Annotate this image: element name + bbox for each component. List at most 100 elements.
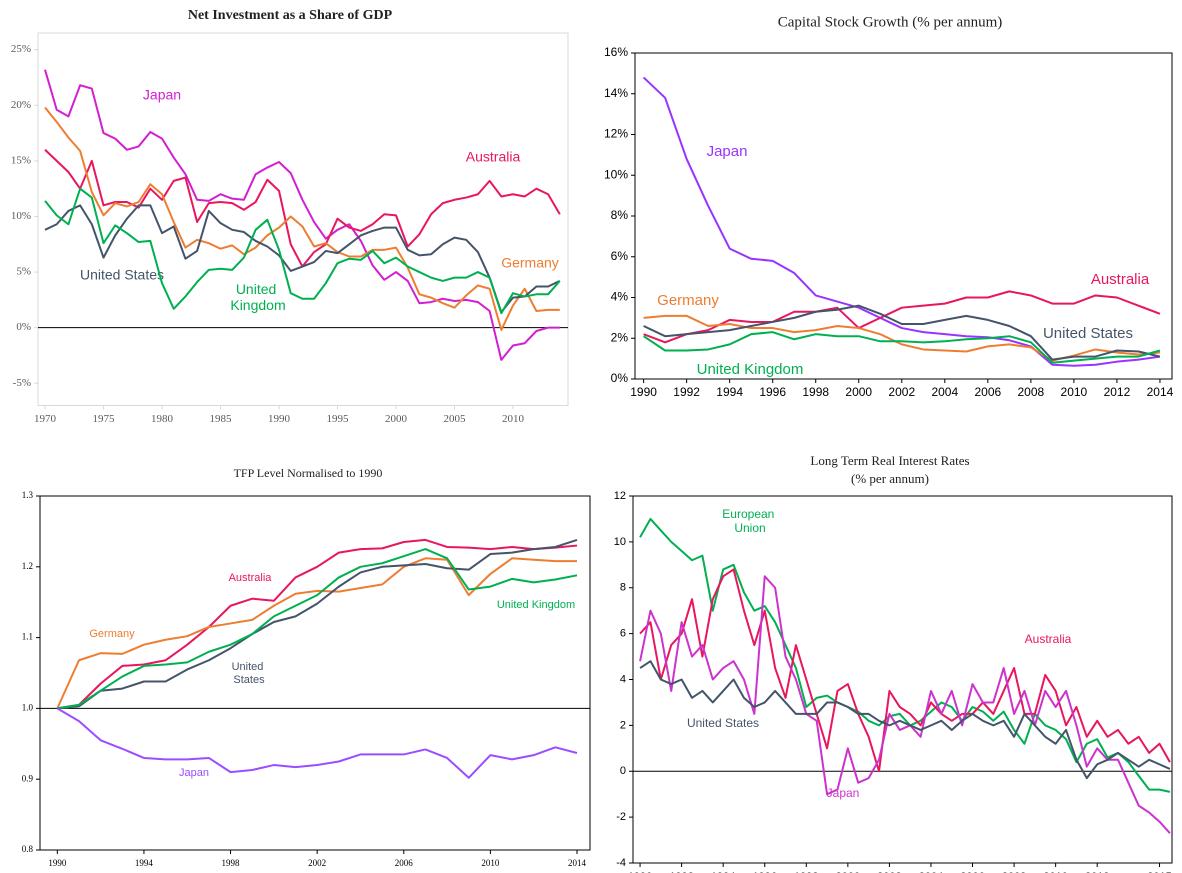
chart-title: Long Term Real Interest Rates bbox=[810, 453, 969, 468]
series-line bbox=[57, 538, 578, 710]
series-line bbox=[57, 538, 578, 710]
plot-frame bbox=[39, 495, 591, 851]
x-tick-label: 2014 bbox=[568, 858, 587, 868]
x-tick-label: 1990 bbox=[628, 871, 652, 873]
series-label-line: European bbox=[722, 507, 777, 521]
y-tick-label: 0.8 bbox=[22, 844, 34, 854]
x-tick-label: 2008 bbox=[1002, 871, 1026, 873]
series-line bbox=[639, 517, 1171, 793]
chart-title: Net Investment as a Share of GDP bbox=[188, 8, 393, 23]
y-tick-label: 1.3 bbox=[22, 490, 34, 500]
series-line bbox=[57, 548, 578, 710]
x-tick-label: 1990 bbox=[268, 413, 291, 425]
y-tick-label: 25% bbox=[11, 43, 31, 55]
y-tick-label: 10% bbox=[11, 210, 31, 222]
plot-frame bbox=[37, 32, 569, 406]
series-label: Japan bbox=[143, 87, 181, 103]
x-tick-label: 2002 bbox=[308, 858, 326, 868]
x-tick-label: 2004 bbox=[919, 871, 943, 873]
y-tick-label: 10 bbox=[614, 536, 626, 548]
x-tick-label: 1985 bbox=[210, 413, 233, 425]
y-tick-label: 12 bbox=[614, 490, 626, 502]
series-label: United States bbox=[232, 661, 267, 686]
y-tick-label: 2 bbox=[620, 719, 626, 731]
panel: Capital Stock Growth (% per annum) 0% 2% 4%… bbox=[604, 14, 1174, 399]
chart-title: TFP Level Normalised to 1990 bbox=[234, 466, 383, 480]
x-tick-label: 1992 bbox=[669, 871, 693, 873]
x-tick-label: 2002 bbox=[877, 871, 901, 873]
x-tick-label: 2004 bbox=[931, 385, 958, 399]
y-tick-label: 20% bbox=[11, 99, 31, 111]
series-label: Australia bbox=[466, 149, 521, 165]
x-tick-label: 1998 bbox=[222, 858, 241, 868]
series-line bbox=[56, 707, 578, 779]
x-tick-label: 1975 bbox=[93, 413, 116, 425]
series-label: United Kingdom bbox=[697, 361, 804, 378]
x-tick-label: 2002 bbox=[888, 385, 915, 399]
x-tick-label: 2005 bbox=[444, 413, 467, 425]
series-label: Australia bbox=[229, 572, 273, 584]
series-line bbox=[643, 314, 1161, 362]
x-tick-label: 2006 bbox=[960, 871, 984, 873]
series-line bbox=[44, 149, 561, 268]
series-label: Australia bbox=[1025, 632, 1072, 646]
series-label: United Kingdom bbox=[230, 281, 285, 313]
y-tick-label: 5% bbox=[16, 266, 31, 278]
y-tick-label: 6% bbox=[611, 249, 629, 263]
y-tick-label: 0% bbox=[16, 321, 31, 333]
x-tick-label: 2008 bbox=[1018, 385, 1045, 399]
series-label: United States bbox=[1043, 325, 1133, 342]
y-tick-label: -5% bbox=[13, 377, 31, 389]
x-tick-label: 1994 bbox=[716, 385, 743, 399]
series-label: Japan bbox=[707, 143, 748, 160]
x-tick-label: 2000 bbox=[385, 413, 408, 425]
x-tick-label: 1996 bbox=[752, 871, 776, 873]
x-tick-label: 2006 bbox=[395, 858, 414, 868]
x-tick-label: 1994 bbox=[135, 858, 154, 868]
x-tick-label: 2010 bbox=[502, 413, 525, 425]
series-line bbox=[643, 290, 1161, 344]
x-tick-label: 1992 bbox=[673, 385, 700, 399]
x-tick-label: 1996 bbox=[759, 385, 786, 399]
x-tick-label: 1994 bbox=[711, 871, 735, 873]
y-tick-label: 15% bbox=[11, 154, 31, 166]
series-label: Germany bbox=[657, 292, 719, 309]
panel: Long Term Real Interest Rates (% per annu… bbox=[614, 453, 1173, 873]
x-tick-label: 1990 bbox=[48, 858, 67, 868]
x-tick-label: 2012 bbox=[1104, 385, 1131, 399]
x-tick-label: 2010 bbox=[481, 858, 500, 868]
series-line bbox=[44, 187, 561, 315]
x-tick-label: 2014 bbox=[1147, 385, 1174, 399]
series-line bbox=[56, 557, 578, 709]
x-tick-label: 2006 bbox=[974, 385, 1001, 399]
y-tick-label: 0.9 bbox=[22, 773, 34, 783]
series-label: Japan bbox=[179, 767, 209, 779]
y-tick-label: 0% bbox=[611, 371, 629, 385]
chart-subtitle: (% per annum) bbox=[851, 471, 929, 486]
series-label-line: States bbox=[233, 674, 265, 686]
series-label: Germany bbox=[501, 255, 559, 271]
y-tick-label: 8% bbox=[611, 208, 629, 222]
panel: Net Investment as a Share of GDP -5% 0% 5% 1… bbox=[11, 8, 569, 425]
y-tick-label: -2 bbox=[616, 811, 626, 823]
series-label-line: United bbox=[232, 661, 267, 673]
series-label-line: Union bbox=[734, 521, 765, 535]
y-tick-label: 14% bbox=[604, 86, 628, 100]
x-tick-label: 2012 bbox=[1085, 871, 1109, 873]
x-tick-label: 2010 bbox=[1061, 385, 1088, 399]
series-line bbox=[643, 331, 1161, 364]
series-label: Japan bbox=[827, 786, 860, 800]
y-tick-label: 1.1 bbox=[22, 632, 33, 642]
x-tick-label: 1998 bbox=[802, 385, 829, 399]
y-tick-label: 10% bbox=[604, 167, 628, 181]
x-tick-label: 2000 bbox=[845, 385, 872, 399]
x-tick-label: 1995 bbox=[327, 413, 350, 425]
y-tick-label: 8 bbox=[620, 582, 626, 594]
series-line bbox=[639, 660, 1171, 780]
x-tick-label: 2010 bbox=[1043, 871, 1067, 873]
y-tick-label: -4 bbox=[616, 857, 626, 869]
x-tick-label: 1970 bbox=[34, 413, 57, 425]
series-line bbox=[643, 304, 1161, 361]
series-line bbox=[44, 69, 560, 361]
